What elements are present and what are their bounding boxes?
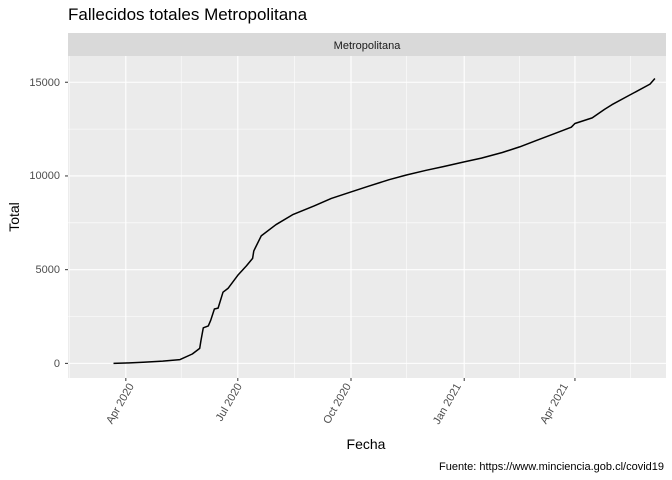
facet-strip [68,33,666,56]
x-tick-label: Jan 2021 [431,381,464,426]
y-tick-label: 10000 [29,170,60,182]
plot-panel [68,56,666,378]
series-line [113,78,656,365]
x-tick-label: Oct 2020 [321,381,354,426]
y-tick-label: 0 [54,358,60,370]
x-tick-label: Apr 2021 [538,381,571,426]
y-axis-title: Total [6,202,22,232]
chart-caption: Fuente: https://www.minciencia.gob.cl/co… [439,461,664,473]
y-tick-label: 5000 [36,264,60,276]
y-axis: 0 5000 10000 15000 [29,77,68,370]
facet-label: Metropolitana [334,40,402,52]
y-tick-label: 15000 [29,77,60,89]
x-axis: Apr 2020 Jul 2020 Oct 2020 Jan 2021 Apr … [104,378,576,427]
x-tick-label: Apr 2020 [104,381,137,426]
x-tick-label: Jul 2020 [214,381,245,423]
chart-title: Fallecidos totales Metropolitana [68,5,308,24]
major-gridlines [68,56,666,378]
x-axis-title: Fecha [347,436,386,452]
